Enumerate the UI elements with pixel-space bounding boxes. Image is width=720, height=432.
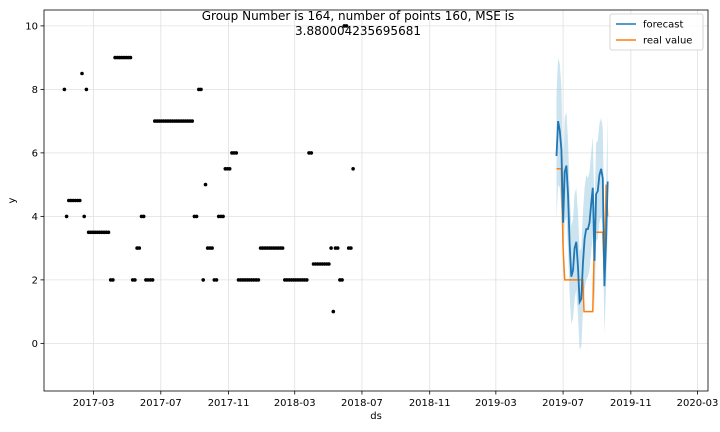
history-point (305, 278, 309, 282)
history-point (80, 71, 84, 76)
x-tick-label: 2017-07 (140, 398, 182, 409)
history-point (133, 278, 137, 282)
y-tick-label: 2 (32, 275, 38, 286)
history-point (351, 167, 355, 171)
x-tick-label: 2018-03 (274, 398, 316, 409)
legend-box (609, 13, 704, 51)
y-tick-label: 4 (32, 212, 38, 223)
y-tick-label: 0 (32, 339, 38, 350)
uncertainty-band-area (556, 57, 608, 350)
y-tick-label: 10 (25, 21, 38, 32)
legend-entry-real-value: real value (643, 36, 692, 47)
history-point (78, 198, 82, 203)
history-point (141, 214, 146, 219)
history-point (150, 278, 155, 282)
x-tick-label: 2019-03 (475, 398, 517, 409)
history-point (349, 246, 353, 250)
chart-title-line-2: 3.880004235695681 (295, 24, 421, 38)
history-point (201, 278, 205, 282)
x-tick-label: 2019-07 (542, 398, 584, 409)
forecast-line (555, 120, 609, 306)
x-tick-label: 2018-07 (341, 398, 383, 409)
history-point (227, 167, 232, 171)
y-tick-label: 8 (32, 85, 38, 96)
history-point (210, 246, 214, 250)
history-point (84, 87, 89, 92)
x-tick-label: 2017-03 (73, 398, 115, 409)
history-points (62, 24, 355, 314)
history-point (111, 278, 115, 282)
axis-ticks: 2017-03 2017-07 2017-11 2018-03 2018-07 2018-… (25, 21, 718, 409)
history-point (82, 214, 86, 219)
history-point (340, 278, 344, 282)
history-point (309, 151, 314, 155)
history-point (331, 309, 336, 314)
history-point (64, 214, 69, 219)
history-point (203, 182, 208, 187)
chart-title-line-1: Group Number is 164, number of points 16… (202, 9, 515, 23)
plot-frame (43, 9, 709, 392)
history-point (190, 119, 194, 123)
history-point (280, 246, 285, 250)
history-point (128, 55, 133, 60)
history-point (234, 151, 239, 155)
x-tick-label: 2020-03 (677, 398, 719, 409)
y-axis-label: y (7, 197, 18, 203)
history-point (62, 87, 67, 92)
history-point (214, 278, 219, 282)
history-point (329, 246, 333, 250)
history-point (221, 214, 225, 219)
forecast-series (555, 120, 609, 306)
y-tick-label: 6 (32, 148, 38, 159)
x-tick-label: 2019-11 (610, 398, 652, 409)
legend-entry-forecast: forecast (643, 20, 684, 31)
history-point (327, 262, 331, 266)
grid (44, 10, 708, 391)
x-axis-label: ds (370, 411, 382, 422)
history-point (256, 278, 261, 282)
history-point (335, 246, 340, 250)
history-point (344, 24, 349, 28)
legend: forecast real value (609, 13, 704, 51)
history-point (137, 246, 142, 250)
x-tick-label: 2017-11 (208, 398, 250, 409)
history-point (199, 87, 203, 92)
history-point (194, 214, 199, 219)
uncertainty-band (556, 57, 608, 350)
history-point (106, 230, 111, 235)
x-tick-label: 2018-11 (409, 398, 451, 409)
